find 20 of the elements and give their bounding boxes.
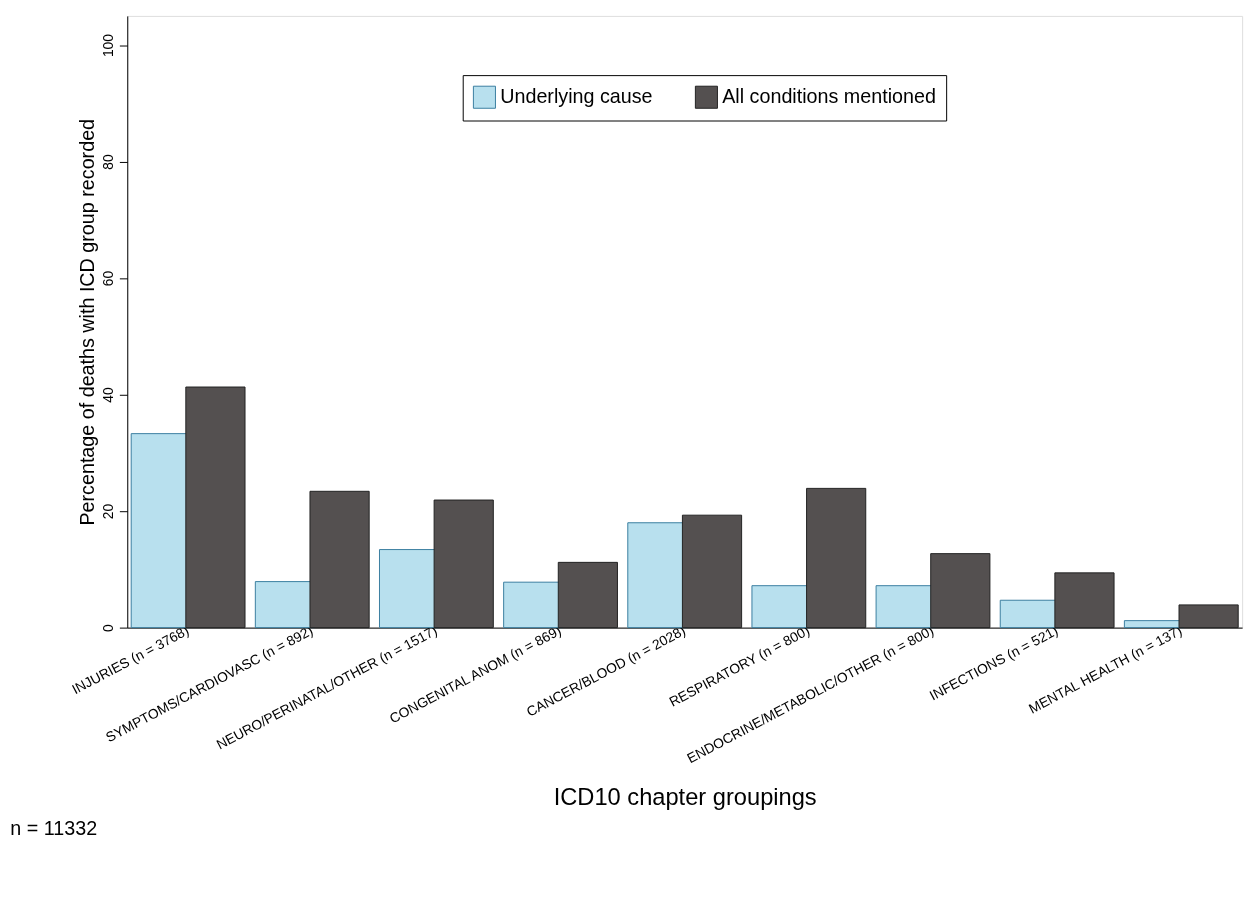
- bar: [1178, 604, 1239, 629]
- y-tick-label: 60: [99, 270, 116, 287]
- bar: [1054, 572, 1115, 629]
- legend-label: All conditions mentioned: [722, 85, 936, 108]
- y-tick-label: 0: [99, 623, 116, 632]
- bar: [185, 386, 246, 629]
- y-tick-label: 40: [99, 387, 116, 403]
- x-axis-title: ICD10 chapter groupings: [553, 783, 817, 810]
- y-tick-label: 20: [99, 503, 116, 520]
- bar: [681, 514, 743, 629]
- bar: [557, 561, 618, 629]
- bar: [806, 487, 867, 629]
- legend-label: Underlying cause: [500, 85, 653, 108]
- text: n = 11332: [10, 816, 98, 839]
- bar: [433, 499, 494, 629]
- bar: [930, 553, 991, 629]
- bar: [309, 490, 370, 629]
- y-tick-label: 100: [99, 33, 116, 58]
- y-tick-label: 80: [99, 154, 116, 170]
- y-axis-title: Percentage of deaths with ICD group recorded: [76, 118, 99, 526]
